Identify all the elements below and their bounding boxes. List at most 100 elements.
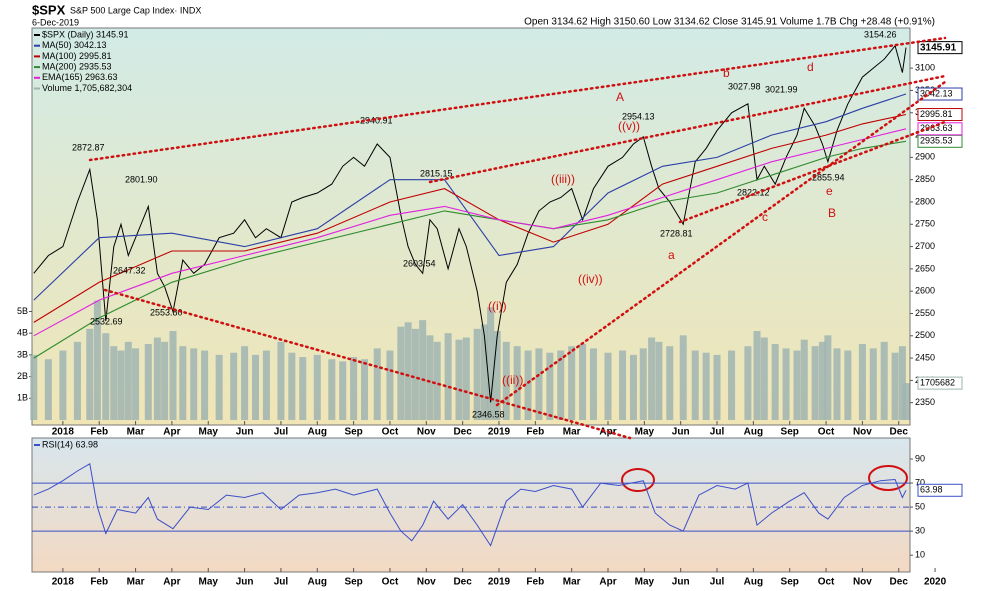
value-tag: 2963.63 <box>920 123 953 133</box>
volume-bar <box>132 348 140 421</box>
volume-bar <box>161 341 169 421</box>
volume-bar <box>800 339 808 421</box>
value-tag: 2935.53 <box>920 136 953 146</box>
price-annotation: 2801.90 <box>125 174 158 184</box>
y-tick-label: 50 <box>915 501 925 511</box>
volume-bar <box>473 328 481 421</box>
x-tick-label: Jul <box>710 427 725 438</box>
x-tick-label: Apr <box>163 577 180 588</box>
volume-bar <box>93 300 101 421</box>
y-tick-label: 3100 <box>915 63 935 73</box>
volume-bar <box>426 335 434 421</box>
volume-bar <box>902 383 910 421</box>
legend-label: $SPX (Daily) 3145.91 <box>42 29 129 39</box>
volume-bar <box>110 346 118 421</box>
volume-bar <box>579 344 587 421</box>
volume-bar <box>858 344 866 421</box>
volume-bar <box>679 335 687 421</box>
price-annotation: 3021.99 <box>765 84 798 94</box>
wave-label: ((i)) <box>488 299 507 313</box>
x-tick-label: Nov <box>853 577 872 588</box>
wave-label: ((iii)) <box>551 172 575 186</box>
trendline <box>428 74 947 184</box>
x-tick-label: Jul <box>710 577 725 588</box>
legend-label: RSI(14) 63.98 <box>42 439 98 449</box>
x-tick-label: Dec <box>453 427 472 438</box>
wave-label: ((iv)) <box>578 272 603 286</box>
x-tick-label: Sep <box>344 427 362 438</box>
volume-bar <box>361 359 369 421</box>
series-line <box>33 44 907 403</box>
volume-bar <box>73 341 81 421</box>
volume-bar <box>513 346 521 421</box>
volume-bar <box>215 354 223 421</box>
volume-bar <box>844 350 852 421</box>
price-annotation: 2553.80 <box>150 307 183 317</box>
y-tick-label: 2750 <box>915 219 935 229</box>
volume-bar <box>201 350 209 421</box>
y-tick-label: 2600 <box>915 286 935 296</box>
volume-bar <box>313 354 321 421</box>
y-tick-label: 2550 <box>915 308 935 318</box>
volume-bar <box>433 341 441 421</box>
volume-bar <box>728 350 736 421</box>
y-tick-label: 2700 <box>915 241 935 251</box>
x-tick-label: Sep <box>781 427 799 438</box>
volume-bar <box>262 350 270 421</box>
volume-bar <box>891 352 899 421</box>
volume-bar <box>386 350 394 421</box>
value-tag-box <box>917 376 963 390</box>
volume-bar <box>373 348 381 421</box>
x-tick-label: Oct <box>818 427 835 438</box>
x-tick-label: Nov <box>853 427 872 438</box>
volume-bar <box>546 352 554 421</box>
volume-bar <box>771 344 779 421</box>
price-annotation: 2822.12 <box>737 187 770 197</box>
series-line <box>33 93 907 301</box>
wave-label: e <box>826 184 833 198</box>
x-tick-label: Dec <box>890 427 909 438</box>
highlight-circle <box>868 465 908 491</box>
volume-bar <box>811 346 819 421</box>
y-tick-label: 70 <box>915 477 925 487</box>
volume-bar <box>502 341 510 421</box>
price-annotation: 2728.81 <box>660 228 693 238</box>
volume-bar <box>462 337 470 421</box>
volume-bar <box>824 335 832 421</box>
volume-bar <box>59 350 67 421</box>
x-tick-label: Aug <box>744 427 763 438</box>
x-tick-label: Feb <box>526 577 544 588</box>
x-tick-label: Aug <box>744 577 763 588</box>
volume-bar <box>251 354 259 421</box>
y-tick-label: 2350 <box>915 397 935 407</box>
x-tick-label: Jun <box>672 577 690 588</box>
x-tick-label: Jul <box>274 577 289 588</box>
series-line <box>33 463 907 547</box>
volume-bar <box>169 331 177 421</box>
volume-bar <box>744 346 752 421</box>
wave-label: c <box>762 210 768 224</box>
value-tag-box <box>917 122 963 136</box>
x-tick-label: 2018 <box>52 427 75 438</box>
value-tag-box <box>917 41 963 55</box>
price-annotation: 2940.91 <box>360 115 393 125</box>
x-tick-label: Oct <box>382 427 399 438</box>
x-tick-label: Oct <box>382 577 399 588</box>
x-tick-label: Mar <box>563 427 581 438</box>
x-tick-label: Nov <box>417 427 436 438</box>
y-tick-label: 2800 <box>915 196 935 206</box>
volume-bar <box>117 350 125 421</box>
legend-label: EMA(165) 2963.63 <box>42 72 118 82</box>
x-tick-label: Dec <box>453 577 472 588</box>
x-tick-label: May <box>635 577 655 588</box>
x-tick-label: Mar <box>563 577 581 588</box>
x-tick-label: Jul <box>274 427 289 438</box>
volume-bar <box>760 337 768 421</box>
y-tick-label: 2850 <box>915 174 935 184</box>
wave-label: ((ii)) <box>502 373 523 387</box>
x-tick-label: Mar <box>127 427 145 438</box>
chart-title: $SPX <box>32 2 66 17</box>
volume-bar <box>455 339 463 421</box>
value-tag: 63.98 <box>920 485 943 495</box>
